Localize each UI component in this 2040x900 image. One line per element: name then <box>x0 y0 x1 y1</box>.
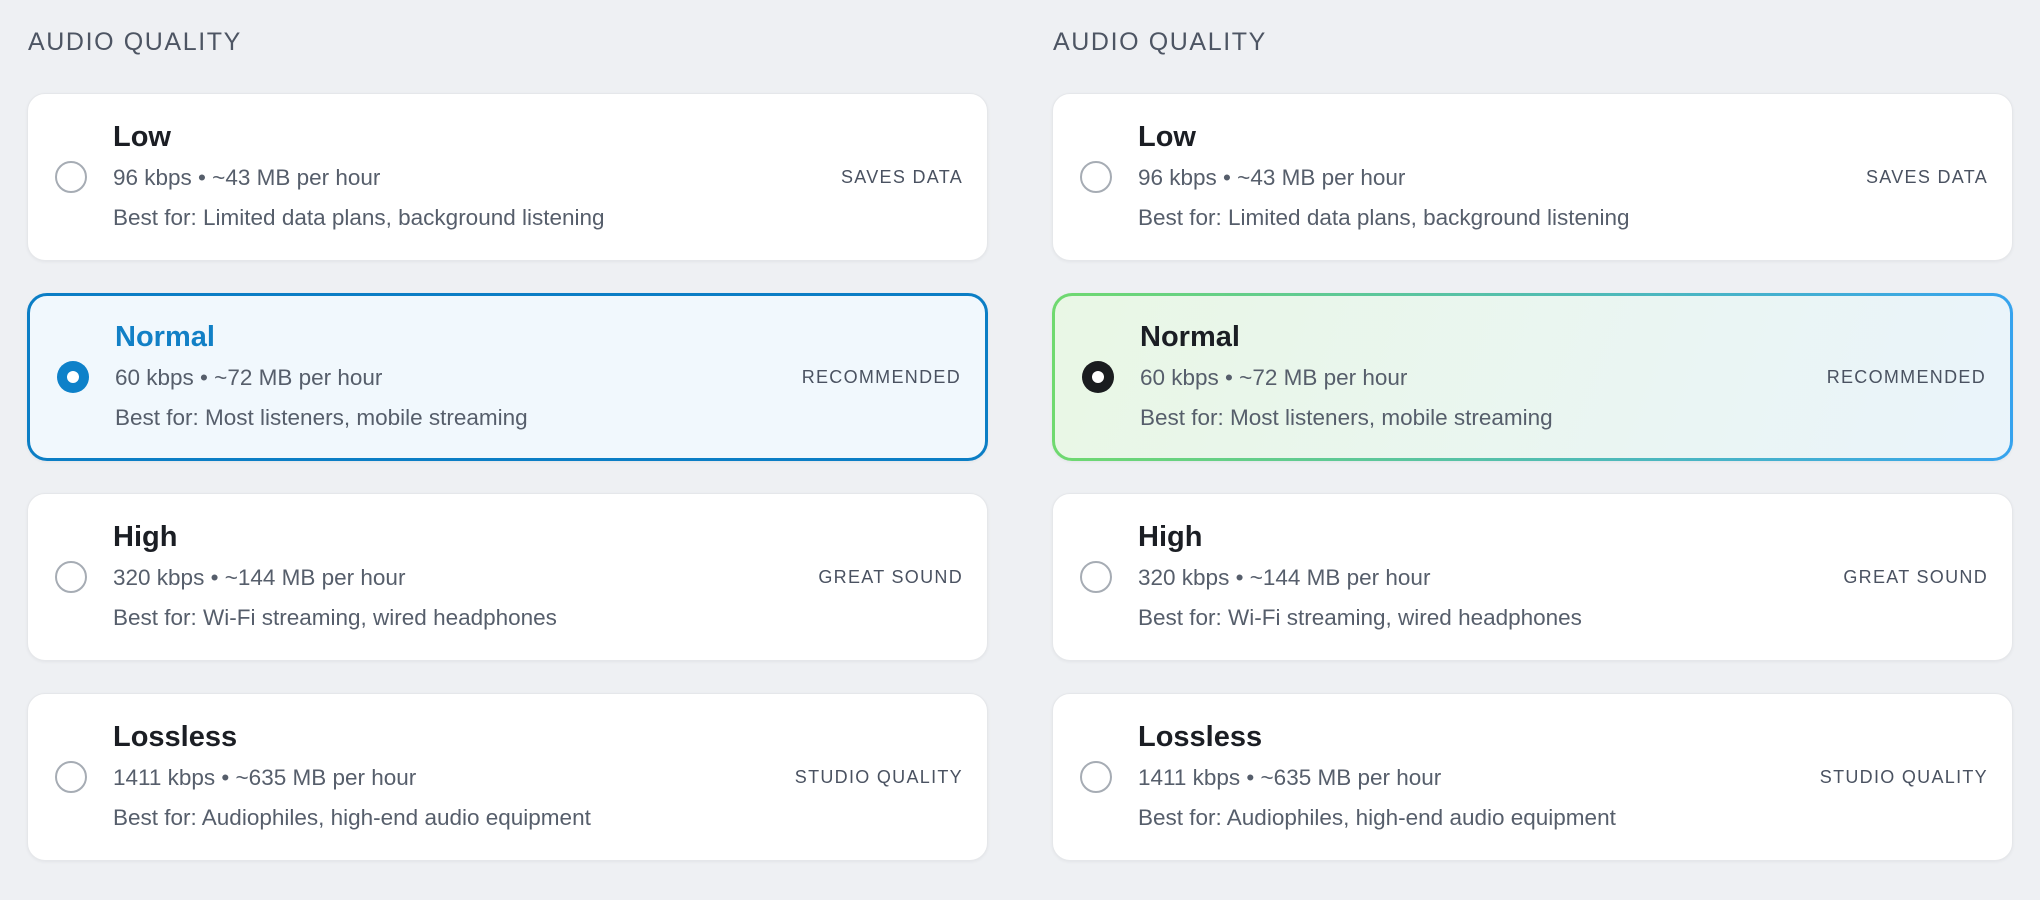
radio-unselected-icon[interactable] <box>1080 161 1112 193</box>
radio-selected-icon[interactable] <box>1082 361 1114 393</box>
option-detail: 320 kbps • ~144 MB per hour <box>1138 565 1431 590</box>
radio-unselected-icon[interactable] <box>1080 761 1112 793</box>
option-best-for: Best for: Limited data plans, background… <box>113 205 605 230</box>
option-card-lossless[interactable]: Lossless 1411 kbps • ~635 MB per hour Be… <box>27 693 988 861</box>
radio-selected-icon[interactable] <box>57 361 89 393</box>
option-detail: 1411 kbps • ~635 MB per hour <box>1138 765 1442 790</box>
option-badge: RECOMMENDED <box>801 366 961 387</box>
option-badge: SAVES DATA <box>840 166 963 187</box>
option-badge: SAVES DATA <box>1865 166 1988 187</box>
section-title: AUDIO QUALITY <box>28 28 242 56</box>
option-best-for: Best for: Wi-Fi streaming, wired headpho… <box>1138 605 1582 630</box>
option-best-for: Best for: Limited data plans, background… <box>1138 205 1630 230</box>
option-text-block: Lossless 1411 kbps • ~635 MB per hour Be… <box>113 716 779 838</box>
option-text-block: Normal 60 kbps • ~72 MB per hour Best fo… <box>115 316 786 438</box>
option-title: Low <box>1138 121 1196 153</box>
option-best-for: Best for: Most listeners, mobile streami… <box>1140 405 1553 430</box>
radio-unselected-icon[interactable] <box>55 161 87 193</box>
option-title: Lossless <box>113 721 238 753</box>
option-card-low[interactable]: Low 96 kbps • ~43 MB per hour Best for: … <box>1052 93 2013 261</box>
audio-quality-panel-right: AUDIO QUALITY Low 96 kbps • ~43 MB per h… <box>1052 26 2013 893</box>
radio-unselected-icon[interactable] <box>1080 561 1112 593</box>
option-best-for: Best for: Audiophiles, high-end audio eq… <box>113 805 591 830</box>
option-text-block: Low 96 kbps • ~43 MB per hour Best for: … <box>1138 116 1850 238</box>
radio-unselected-icon[interactable] <box>55 561 87 593</box>
option-best-for: Best for: Audiophiles, high-end audio eq… <box>1138 805 1616 830</box>
option-detail: 320 kbps • ~144 MB per hour <box>113 565 406 590</box>
option-text-block: Lossless 1411 kbps • ~635 MB per hour Be… <box>1138 716 1804 838</box>
option-best-for: Best for: Wi-Fi streaming, wired headpho… <box>113 605 557 630</box>
option-detail: 96 kbps • ~43 MB per hour <box>113 165 381 190</box>
option-text-block: High 320 kbps • ~144 MB per hour Best fo… <box>1138 516 1827 638</box>
option-text-block: Normal 60 kbps • ~72 MB per hour Best fo… <box>1140 316 1811 438</box>
option-detail: 60 kbps • ~72 MB per hour <box>1140 365 1408 390</box>
option-title: High <box>1138 521 1203 553</box>
option-card-low[interactable]: Low 96 kbps • ~43 MB per hour Best for: … <box>27 93 988 261</box>
option-badge: STUDIO QUALITY <box>1819 766 1988 787</box>
section-title: AUDIO QUALITY <box>1053 28 1267 56</box>
audio-quality-panel-left: AUDIO QUALITY Low 96 kbps • ~43 MB per h… <box>27 26 988 893</box>
option-badge: GREAT SOUND <box>1843 566 1988 587</box>
option-card-normal-selected[interactable]: Normal 60 kbps • ~72 MB per hour Best fo… <box>27 293 988 461</box>
option-card-high[interactable]: High 320 kbps • ~144 MB per hour Best fo… <box>1052 493 2013 661</box>
option-detail: 96 kbps • ~43 MB per hour <box>1138 165 1406 190</box>
option-text-block: High 320 kbps • ~144 MB per hour Best fo… <box>113 516 802 638</box>
option-title: Normal <box>115 321 215 353</box>
option-title: Lossless <box>1138 721 1263 753</box>
option-badge: RECOMMENDED <box>1826 366 1986 387</box>
option-title: Normal <box>1140 321 1240 353</box>
option-title: High <box>113 521 178 553</box>
option-card-normal-selected[interactable]: Normal 60 kbps • ~72 MB per hour Best fo… <box>1052 293 2013 461</box>
radio-unselected-icon[interactable] <box>55 761 87 793</box>
option-detail: 1411 kbps • ~635 MB per hour <box>113 765 417 790</box>
option-detail: 60 kbps • ~72 MB per hour <box>115 365 383 390</box>
option-card-high[interactable]: High 320 kbps • ~144 MB per hour Best fo… <box>27 493 988 661</box>
option-badge: GREAT SOUND <box>818 566 963 587</box>
option-card-lossless[interactable]: Lossless 1411 kbps • ~635 MB per hour Be… <box>1052 693 2013 861</box>
option-title: Low <box>113 121 171 153</box>
option-text-block: Low 96 kbps • ~43 MB per hour Best for: … <box>113 116 825 238</box>
option-best-for: Best for: Most listeners, mobile streami… <box>115 405 528 430</box>
option-badge: STUDIO QUALITY <box>794 766 963 787</box>
